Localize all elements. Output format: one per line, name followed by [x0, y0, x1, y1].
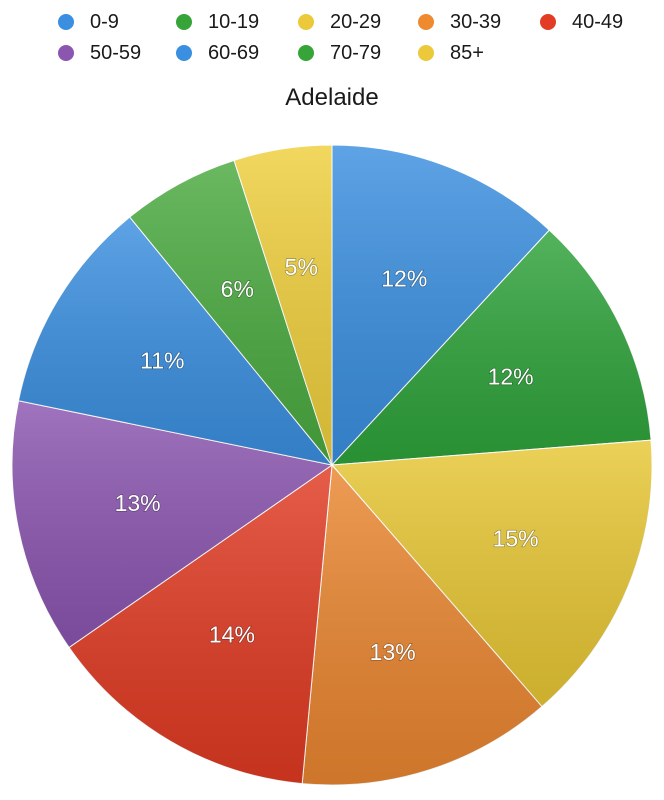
chart-title: Adelaide	[285, 84, 379, 111]
slice-label-40-49: 14%	[209, 621, 255, 647]
legend-item-30-39: 30-39	[418, 10, 501, 34]
legend-item-60-69: 60-69	[176, 41, 259, 65]
pie-slice-shading	[302, 465, 542, 786]
legend-swatch	[418, 14, 434, 30]
pie-slice-shading	[234, 145, 332, 465]
legend-swatch	[58, 45, 74, 61]
legend-swatch	[298, 45, 314, 61]
pie-slice-shading	[332, 145, 550, 465]
slice-label-0-9: 12%	[381, 265, 427, 291]
pie-slice-shading	[18, 217, 333, 465]
legend-swatch	[176, 14, 192, 30]
legend-item-50-59: 50-59	[58, 41, 141, 65]
legend-label: 70-79	[330, 41, 382, 64]
legend-item-70-79: 70-79	[298, 41, 381, 65]
slice-label-10-19: 12%	[488, 364, 534, 390]
legend-label: 30-39	[450, 10, 502, 33]
slice-label-85plus: 5%	[285, 254, 318, 280]
legend-item-0-9: 0-9	[58, 10, 119, 34]
legend-item-85plus: 85+	[418, 41, 484, 65]
pie-slice-shading	[12, 400, 332, 648]
legend-swatch	[58, 14, 74, 30]
legend-label: 10-19	[208, 10, 260, 33]
legend-label: 40-49	[572, 10, 624, 33]
legend-label: 85+	[450, 41, 484, 64]
legend-item-10-19: 10-19	[176, 10, 259, 34]
legend-swatch	[298, 14, 314, 30]
pie-slice-shading	[129, 160, 332, 466]
pie-slice-shading	[332, 440, 652, 707]
legend: 0-9 10-19 20-29 30-39 40-49 50-59 60-69 70-79 85…	[0, 0, 664, 80]
slice-label-50-59: 13%	[115, 490, 161, 516]
legend-label: 20-29	[330, 10, 382, 33]
slice-label-60-69: 11%	[140, 347, 184, 373]
legend-item-40-49: 40-49	[540, 10, 623, 34]
legend-label: 60-69	[208, 41, 260, 64]
legend-swatch	[418, 45, 434, 61]
pie-slice-shading	[69, 465, 332, 784]
legend-swatch	[540, 14, 556, 30]
pie-slice-shading	[332, 230, 652, 465]
slice-label-70-79: 6%	[221, 276, 254, 302]
slice-label-20-29: 15%	[493, 525, 539, 551]
legend-item-20-29: 20-29	[298, 10, 381, 34]
legend-swatch	[176, 45, 192, 61]
legend-label: 0-9	[90, 10, 119, 33]
legend-label: 50-59	[90, 41, 142, 64]
slice-label-30-39: 13%	[370, 639, 416, 665]
